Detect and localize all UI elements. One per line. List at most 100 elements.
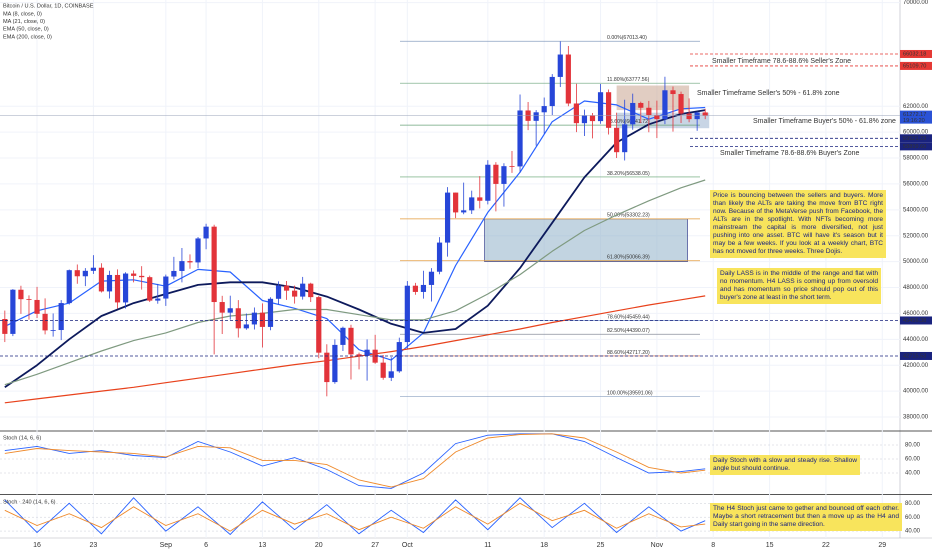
candle-body: [404, 285, 410, 343]
x-tick-label: 13: [259, 542, 267, 549]
candle-body: [533, 112, 539, 121]
price-tag-label: 42715.53: [903, 353, 926, 359]
candle-body: [573, 103, 579, 124]
candle-body: [131, 273, 137, 276]
candle-body: [469, 197, 475, 211]
candle-body: [300, 283, 306, 297]
candle-body: [670, 90, 676, 95]
candle-body: [139, 275, 145, 278]
zone-annotation: Smaller Timeframe Buyer's 50% - 61.8% zo…: [753, 118, 896, 125]
zone-annotation: Smaller Timeframe Seller's 50% - 61.8% z…: [697, 90, 840, 97]
candle-body: [678, 94, 684, 114]
y-tick-label: 70000.00: [903, 0, 929, 6]
legend-entry: EMA (50, close, 0): [3, 27, 49, 33]
last-price-label: 61272.17: [903, 112, 926, 118]
legend-entry: EMA (200, close, 0): [3, 34, 52, 40]
price-tag: [900, 49, 932, 58]
candle-body: [356, 354, 362, 356]
candle-body: [283, 285, 290, 291]
legend-title: Bitcoin / U.S. Dollar, 1D, COINBASE: [3, 3, 94, 9]
zone-annotation: Smaller Timeframe 78.6-88.6% Seller's Zo…: [712, 58, 851, 65]
candle-body: [654, 115, 660, 120]
candle-body: [477, 197, 483, 201]
candle-body: [332, 344, 338, 383]
candle-body: [340, 327, 346, 345]
candle-body: [187, 261, 193, 263]
candle-body: [316, 297, 322, 353]
y-tick-label: 60000.00: [903, 130, 929, 136]
candle-body: [34, 299, 40, 314]
candle-body: [292, 290, 298, 297]
x-tick-label: 16: [33, 542, 41, 549]
candle-body: [58, 303, 64, 331]
y-tick-label: 46000.00: [903, 311, 929, 317]
candle-body: [444, 192, 451, 243]
fib-label: 11.80%(63777.56): [607, 77, 650, 83]
price-tag: [900, 134, 932, 143]
x-tick-label: 23: [89, 542, 97, 549]
candle-body: [436, 242, 443, 272]
fib-label: 82.50%(44390.07): [607, 328, 650, 334]
candle-body: [147, 277, 153, 301]
stoch-line: [4, 433, 706, 489]
candle-body: [605, 92, 612, 128]
x-tick-label: 8: [711, 542, 715, 549]
candle-body: [485, 164, 491, 201]
y-tick-label: 50000.00: [903, 259, 929, 265]
price-tag-label: 66032.18: [903, 51, 926, 57]
x-tick-label: 27: [371, 542, 379, 549]
candle-body: [203, 226, 209, 239]
x-tick-label: 15: [766, 542, 774, 549]
pane-title: Stoch (14, 6, 6): [3, 435, 41, 441]
candle-body: [163, 276, 169, 299]
candle-body: [541, 106, 547, 113]
y-tick-label: 54000.00: [903, 207, 929, 213]
candle-body: [428, 271, 435, 285]
y-tick-label: 42000.00: [903, 363, 929, 369]
x-tick-label: Oct: [402, 542, 413, 549]
y-tick-label: 80.00: [905, 501, 921, 507]
y-tick-label: 44000.00: [903, 337, 929, 343]
candle-body: [98, 267, 105, 292]
x-tick-label: 29: [878, 542, 886, 549]
y-tick-label: 58000.00: [903, 156, 929, 162]
y-tick-label: 40000.00: [903, 389, 929, 395]
candle-body: [259, 312, 266, 327]
candle-body: [420, 284, 427, 292]
candle-body: [2, 319, 8, 334]
candle-body: [493, 164, 499, 184]
candle-body: [74, 270, 80, 277]
y-tick-label: 38000.00: [903, 415, 929, 421]
candle-body: [380, 362, 386, 378]
pane-title: Stoch · 240 (14, 6, 6): [3, 499, 56, 505]
candle-body: [42, 313, 48, 331]
candle-body: [235, 308, 241, 329]
candle-body: [501, 166, 507, 184]
y-tick-label: 80.00: [905, 443, 921, 449]
candle-body: [517, 110, 523, 167]
candle-body: [195, 238, 201, 263]
fib-label: 78.60%(45459.44): [607, 314, 650, 320]
candle-body: [114, 274, 121, 303]
fib-label: 88.60%(42717.20): [607, 350, 650, 356]
stoch-line: [4, 497, 706, 536]
price-tag-label: 45456.38: [903, 318, 926, 324]
fib-label: 100.00%(39591.06): [607, 390, 653, 396]
stoch-line: [4, 433, 706, 488]
y-tick-label: 40.00: [905, 471, 921, 477]
y-tick-label: 48000.00: [903, 285, 929, 291]
candle-body: [211, 226, 217, 303]
legend-entry: MA (8, close, 0): [3, 11, 42, 17]
candle-body: [122, 273, 129, 303]
candle-body: [646, 107, 652, 116]
candle-body: [388, 371, 394, 378]
x-tick-label: Sep: [160, 542, 173, 549]
candle-body: [171, 270, 177, 277]
price-tag-label: 65109.70: [903, 63, 926, 69]
x-tick-label: 11: [484, 542, 491, 549]
note: The H4 Stoch just came to gether and bou…: [710, 503, 902, 532]
price-tag: [900, 316, 932, 325]
candle-body: [461, 210, 467, 213]
